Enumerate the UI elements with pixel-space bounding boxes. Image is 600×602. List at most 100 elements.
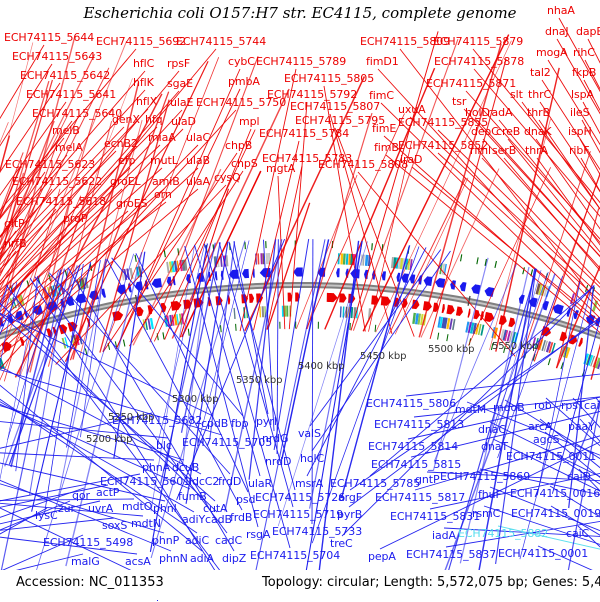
gene-forward-label[interactable]: tal2: [530, 67, 551, 78]
gene-forward-label[interactable]: deoC: [471, 126, 499, 137]
gene-reverse-label[interactable]: fbp: [231, 418, 249, 429]
gene-forward-label[interactable]: gltP: [4, 218, 25, 229]
gene-forward-label[interactable]: orn: [154, 189, 172, 200]
gene-forward-label[interactable]: ribF: [569, 145, 590, 156]
gene-forward-label[interactable]: ECH74115_5879: [433, 36, 523, 47]
gene-reverse-label[interactable]: ECH74115_0019: [511, 508, 600, 519]
gene-reverse-label[interactable]: adiY: [182, 514, 205, 525]
gene-reverse-label[interactable]: msrA: [295, 478, 323, 489]
gene-reverse-label[interactable]: dnaC: [478, 424, 506, 435]
gene-reverse-label[interactable]: blc: [156, 440, 172, 451]
gene-forward-label[interactable]: dapB: [576, 26, 600, 37]
gene-forward-label[interactable]: ECH74115_5618: [16, 196, 106, 207]
gene-reverse-label[interactable]: dipZ: [222, 553, 246, 564]
gene-reverse-label[interactable]: uvrA: [88, 503, 113, 514]
gene-forward-label[interactable]: hflC: [133, 58, 154, 69]
gene-reverse-label[interactable]: ulaR: [248, 478, 272, 489]
gene-forward-label[interactable]: thrA: [525, 145, 548, 156]
gene-reverse-label[interactable]: lysC: [35, 510, 58, 521]
gene-reverse-label[interactable]: ECH74115_0001: [498, 548, 588, 559]
gene-forward-label[interactable]: ECH74115_5808: [318, 159, 408, 170]
gene-forward-label[interactable]: ispH: [568, 126, 592, 137]
gene-reverse-label[interactable]: caiD: [567, 471, 591, 482]
gene-reverse-label[interactable]: ECH74115_0011: [506, 451, 596, 462]
gene-forward-label[interactable]: chpB: [225, 140, 252, 151]
gene-reverse-label[interactable]: ECH74115_5815: [371, 459, 461, 470]
gene-forward-label[interactable]: mpl: [239, 116, 259, 127]
gene-reverse-label[interactable]: treC: [330, 538, 353, 549]
gene-forward-label[interactable]: riml: [470, 145, 491, 156]
gene-reverse-label[interactable]: ECH74115_5726: [255, 492, 345, 503]
gene-reverse-label[interactable]: ECH74115_5806: [366, 398, 456, 409]
gene-reverse-label[interactable]: adiA: [190, 553, 214, 564]
gene-reverse-label[interactable]: adiC: [185, 535, 209, 546]
gene-forward-label[interactable]: ecnB2: [104, 138, 138, 149]
gene-forward-label[interactable]: lspA: [571, 89, 594, 100]
gene-reverse-label[interactable]: fhuF: [478, 489, 502, 500]
gene-reverse-label[interactable]: rob: [534, 400, 552, 411]
gene-forward-label[interactable]: slt: [510, 89, 523, 100]
gene-reverse-label[interactable]: rsmC: [472, 508, 500, 519]
gene-forward-label[interactable]: ECH74115_5807: [290, 101, 380, 112]
gene-forward-label[interactable]: hflX: [136, 96, 157, 107]
gene-reverse-label[interactable]: ECH74115_5837: [406, 549, 496, 560]
gene-forward-label[interactable]: proP: [63, 213, 87, 224]
gene-forward-label[interactable]: ulaC: [186, 132, 210, 143]
gene-reverse-label[interactable]: fumB: [178, 491, 207, 502]
gene-reverse-label[interactable]: argF: [338, 492, 362, 503]
gene-forward-label[interactable]: amiB: [152, 176, 180, 187]
gene-reverse-label[interactable]: ECH74115_5733: [272, 526, 362, 537]
gene-reverse-label[interactable]: malG: [71, 556, 100, 567]
gene-reverse-label[interactable]: caiC: [566, 528, 589, 539]
gene-reverse-label[interactable]: nrdD: [265, 456, 291, 467]
gene-reverse-label[interactable]: ECH74115_5813: [374, 419, 464, 430]
gene-forward-label[interactable]: melA: [55, 142, 83, 153]
gene-forward-label[interactable]: ECH74115_5641: [26, 89, 116, 100]
gene-reverse-label[interactable]: dcuB: [172, 462, 199, 473]
gene-reverse-label[interactable]: ECH74115_5869: [440, 471, 530, 482]
gene-reverse-label[interactable]: rsgA: [246, 529, 270, 540]
gene-forward-label[interactable]: ECH74115_5744: [176, 36, 266, 47]
gene-forward-label[interactable]: dnaK: [524, 126, 552, 137]
gene-reverse-label[interactable]: nrdG: [262, 433, 288, 444]
gene-reverse-label[interactable]: phnA: [142, 462, 170, 473]
gene-forward-label[interactable]: serB: [492, 145, 516, 156]
gene-forward-label[interactable]: mgtA: [266, 163, 295, 174]
gene-forward-label[interactable]: thrB: [527, 107, 550, 118]
gene-reverse-label[interactable]: ECH74115_0016: [510, 488, 600, 499]
gene-forward-label[interactable]: fimB: [374, 142, 399, 153]
gene-reverse-label[interactable]: frdD: [218, 476, 241, 487]
gene-reverse-label[interactable]: pyrB: [337, 509, 362, 520]
gene-reverse-label[interactable]: acsA: [125, 556, 151, 567]
gene-forward-label[interactable]: rihC: [573, 47, 595, 58]
gene-forward-label[interactable]: efp: [118, 155, 135, 166]
gene-reverse-label[interactable]: cadC: [215, 535, 242, 546]
gene-reverse-label[interactable]: actP: [96, 487, 119, 498]
gene-reverse-label[interactable]: pyrI: [256, 416, 277, 427]
gene-reverse-label[interactable]: ECH74115_5785: [330, 478, 420, 489]
gene-forward-label[interactable]: pmbA: [228, 76, 260, 87]
gene-forward-label[interactable]: fimC: [369, 90, 394, 101]
gene-reverse-label[interactable]: phnP: [152, 535, 179, 546]
gene-reverse-label[interactable]: mdtO: [122, 501, 152, 512]
gene-forward-label[interactable]: ECH74115_5623: [5, 159, 95, 170]
gene-forward-label[interactable]: dnaJ: [545, 26, 569, 37]
gene-forward-label[interactable]: chpS: [231, 158, 258, 169]
gene-reverse-label[interactable]: ECH74115_5882: [458, 528, 548, 539]
gene-forward-label[interactable]: uxuA: [398, 104, 426, 115]
gene-reverse-label[interactable]: mdtM: [455, 404, 486, 415]
gene-reverse-label[interactable]: cpdB: [201, 418, 228, 429]
gene-forward-label[interactable]: ulaA: [186, 176, 210, 187]
gene-forward-label[interactable]: ECH74115_5692: [96, 36, 186, 47]
gene-reverse-label[interactable]: cadB: [205, 514, 232, 525]
gene-reverse-label[interactable]: zur: [58, 503, 75, 514]
gene-forward-label[interactable]: fimE: [372, 123, 396, 134]
gene-forward-label[interactable]: hfq: [145, 114, 163, 125]
gene-forward-label[interactable]: ulaE: [170, 97, 193, 108]
gene-forward-label[interactable]: ulaB: [186, 155, 210, 166]
gene-forward-label[interactable]: mogA: [536, 47, 568, 58]
gene-forward-label[interactable]: ECH74115_5871: [426, 78, 516, 89]
gene-reverse-label[interactable]: arcA: [528, 421, 552, 432]
gene-forward-label[interactable]: cysQ: [214, 172, 241, 183]
gene-forward-label[interactable]: ECH74115_5805: [284, 73, 374, 84]
